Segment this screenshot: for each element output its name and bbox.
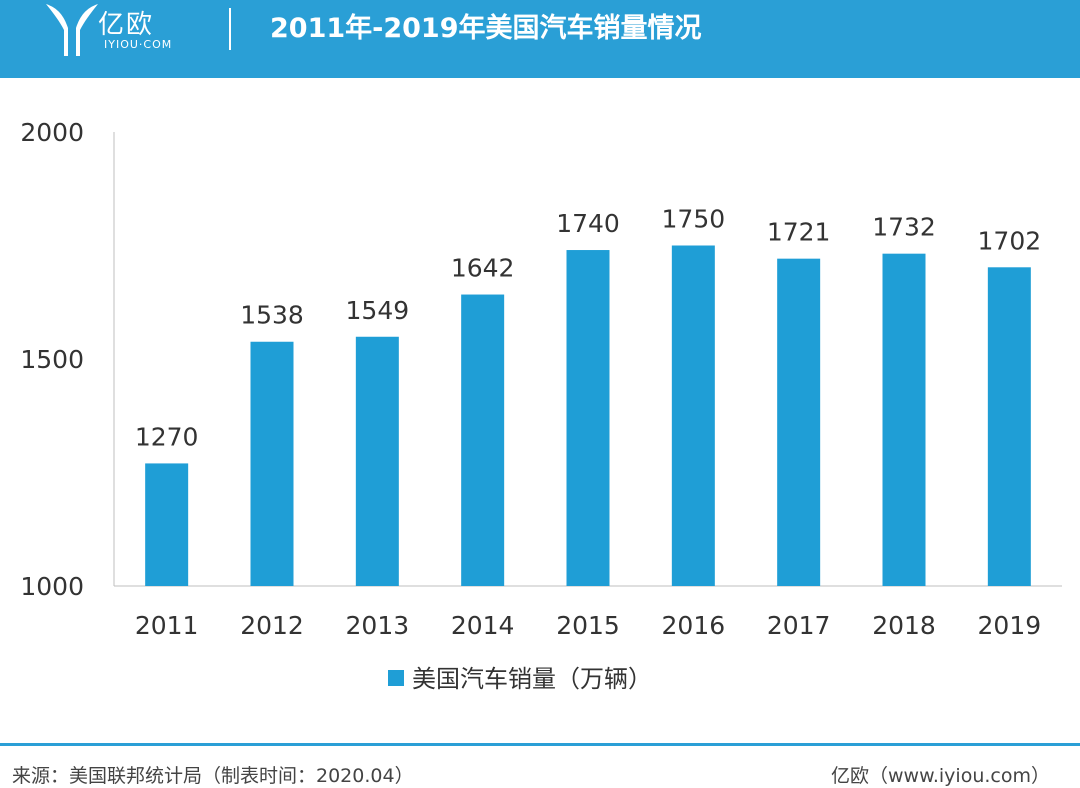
x-tick-label: 2017 — [767, 611, 831, 640]
brand-url: 亿欧（www.iyiou.com） — [830, 765, 1050, 787]
bar-2014 — [461, 294, 505, 586]
bar-2015 — [566, 250, 610, 587]
data-label: 1732 — [872, 213, 936, 242]
header-banner: 亿欧 IYIOU·COM 2011年-2019年美国汽车销量情况 — [0, 0, 1080, 78]
legend-label: 美国汽车销量（万辆） — [412, 665, 652, 693]
y-tick-label: 1000 — [20, 572, 84, 601]
data-label: 1721 — [767, 218, 831, 247]
data-label: 1538 — [240, 301, 304, 330]
y-tick-label: 2000 — [20, 118, 84, 147]
bar-2017 — [777, 258, 821, 586]
data-label: 1750 — [662, 205, 726, 234]
bar-2019 — [987, 267, 1031, 586]
x-tick-label: 2016 — [662, 611, 726, 640]
data-label: 1702 — [978, 226, 1042, 255]
x-tick-label: 2013 — [346, 611, 410, 640]
logo-text: 亿欧 — [98, 10, 155, 40]
x-tick-label: 2018 — [872, 611, 936, 640]
y-tick-label: 1500 — [20, 345, 84, 374]
x-tick-label: 2019 — [978, 611, 1042, 640]
bar-2013 — [355, 336, 399, 586]
x-tick-label: 2011 — [135, 611, 199, 640]
data-label: 1549 — [346, 296, 410, 325]
source-note: 来源：美国联邦统计局（制表时间：2020.04） — [12, 765, 414, 787]
data-label: 1642 — [451, 254, 515, 283]
x-tick-label: 2014 — [451, 611, 515, 640]
data-label: 1740 — [556, 209, 620, 238]
bar-chart: 2000 1500 1000 1270 2011 1538 2012 1549 2013 1642… — [20, 118, 1062, 693]
iyiou-logo-icon — [46, 3, 98, 56]
bar-2016 — [671, 245, 715, 586]
header-divider — [229, 8, 231, 50]
bar-2018 — [882, 253, 926, 586]
bar-2012 — [250, 341, 294, 586]
x-tick-label: 2012 — [240, 611, 304, 640]
footer-divider — [0, 743, 1080, 746]
logo-subtext: IYIOU·COM — [104, 38, 173, 51]
bar-2011 — [145, 463, 189, 586]
data-label: 1270 — [135, 422, 199, 451]
x-tick-label: 2015 — [556, 611, 620, 640]
legend-swatch — [388, 670, 404, 686]
page-title: 2011年-2019年美国汽车销量情况 — [270, 13, 702, 44]
